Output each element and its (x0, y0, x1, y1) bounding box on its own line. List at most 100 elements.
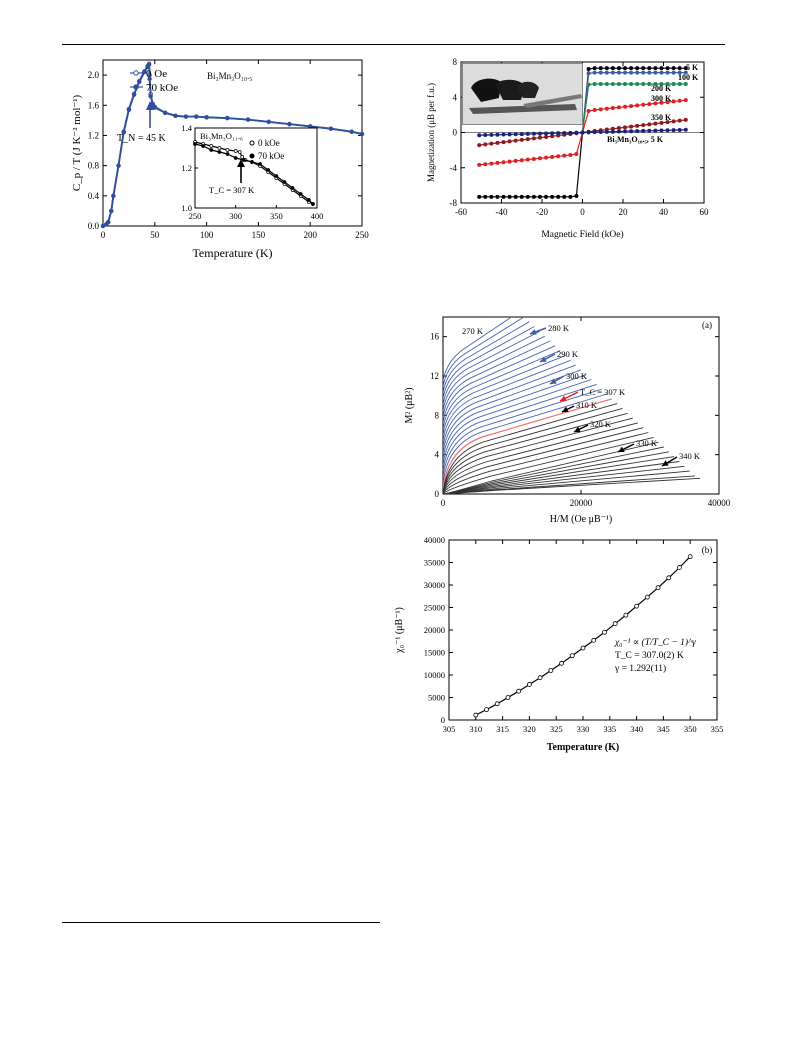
mh-data-point (489, 141, 494, 146)
chi-x-tick-label: 325 (550, 724, 563, 734)
inset-data-point (307, 198, 311, 202)
mh-data-point (647, 122, 652, 127)
mh-data-point (677, 98, 682, 103)
mh-data-point (537, 135, 542, 140)
mh-data-point (623, 70, 628, 75)
inset-data-point (298, 192, 303, 196)
y-axis-label: C_p / T (J K⁻² mol⁻¹) (71, 94, 83, 191)
mh-data-point (586, 71, 591, 76)
panel-label-b: (b) (702, 545, 713, 555)
cp-data-point (146, 62, 152, 67)
mh-data-point (550, 131, 555, 136)
mh-data-point (653, 121, 658, 126)
mh-data-point (507, 194, 512, 199)
chi-x-tick-label: 310 (469, 724, 482, 734)
mh-data-point (653, 66, 658, 71)
cp-x-tick-label: 100 (200, 230, 214, 240)
arrott-isotherm-line (443, 364, 576, 449)
inset-compound-label: Bi₃Mn₃O₁₁.₆ (200, 131, 243, 141)
mh-data-point (483, 162, 488, 167)
cp-data-point (121, 130, 126, 135)
mh-data-point (495, 140, 500, 145)
mh-x-tick-label: 40 (659, 207, 669, 217)
inset-data-point (241, 158, 246, 162)
inset-data-point (311, 202, 315, 206)
arrott-isotherm-line (443, 432, 649, 494)
mh-data-point (598, 82, 603, 87)
arrott-isotherm-line (443, 427, 644, 494)
cp-data-point (287, 121, 292, 127)
chi-data-point (644, 594, 650, 600)
mh-data-point (641, 70, 646, 75)
mh-data-point (623, 66, 628, 71)
mh-data-point (610, 66, 615, 71)
mh-data-point (586, 82, 591, 87)
cp-data-point (131, 92, 137, 97)
chi-data-point (634, 603, 639, 609)
inset-legend-label-1: 70 kOe (258, 151, 284, 161)
mh-data-point (556, 131, 561, 136)
cp-data-point (359, 131, 365, 137)
mh-data-point (477, 162, 482, 167)
mh-data-point (671, 66, 676, 71)
cp-data-point (148, 94, 153, 99)
arrott-label-arrowhead (530, 329, 537, 335)
inset-data-point (250, 160, 254, 164)
mh-data-point (616, 129, 621, 134)
mh-data-point (483, 142, 488, 147)
mh-data-point (616, 66, 621, 71)
mh-data-point (580, 130, 585, 135)
mh-series-label: 200 K (651, 84, 672, 93)
mh-data-point (544, 155, 549, 160)
mh-data-point (641, 123, 646, 128)
arrott-label-arrowhead (662, 460, 669, 466)
mh-data-point (671, 99, 676, 104)
chi-data-point (580, 645, 586, 651)
mh-data-point (629, 82, 634, 87)
mh-data-point (641, 102, 646, 107)
arrott-isotherm-line (443, 393, 608, 485)
mh-data-point (519, 158, 524, 163)
mh-data-point (568, 152, 573, 157)
mh-data-point (501, 194, 506, 199)
mh-data-point (665, 120, 670, 125)
mh-x-tick-label: -60 (455, 207, 467, 217)
mh-x-tick-label: -40 (496, 207, 508, 217)
mh-data-point (586, 67, 591, 72)
inset-data-point (225, 152, 230, 156)
arrott-isotherm-line (443, 379, 592, 467)
mh-data-point (653, 101, 658, 106)
arrott-isotherm-line (443, 354, 566, 436)
panel-label-a: (a) (702, 320, 712, 330)
mh-data-point (659, 82, 664, 87)
mh-data-point (537, 194, 542, 199)
mh-data-point (531, 194, 536, 199)
mh-data-point (629, 66, 634, 71)
inset-y-tick-label: 1.0 (181, 203, 192, 213)
mh-data-point (635, 66, 640, 71)
arrott-isotherm-line (443, 359, 571, 442)
mh-data-point (525, 131, 530, 136)
inset-data-point (193, 142, 197, 146)
inset-data-point (201, 144, 205, 148)
chi-data-point (687, 554, 693, 560)
mh-data-point (592, 108, 597, 113)
mh-data-point (495, 160, 500, 165)
mh-series-label: 5 K (686, 63, 699, 72)
chi-data-point (537, 675, 543, 681)
mh-data-point (489, 194, 494, 199)
mh-data-point (586, 108, 591, 113)
mh-data-point (653, 70, 658, 75)
mh-data-point (610, 129, 615, 134)
inset-data-point (233, 149, 238, 153)
mh-data-point (562, 153, 567, 158)
mh-data-point (629, 70, 634, 75)
fit-equation: χ₀⁻¹ ∝ (T/T_C − 1)^γ (614, 637, 696, 648)
tc-arrow-head (237, 159, 245, 167)
chi-data-point (677, 565, 682, 570)
cp-frame (102, 59, 363, 227)
arrott-isotherm-line (443, 369, 582, 455)
chi-data-point (591, 637, 597, 643)
chi-data-point (473, 712, 479, 718)
